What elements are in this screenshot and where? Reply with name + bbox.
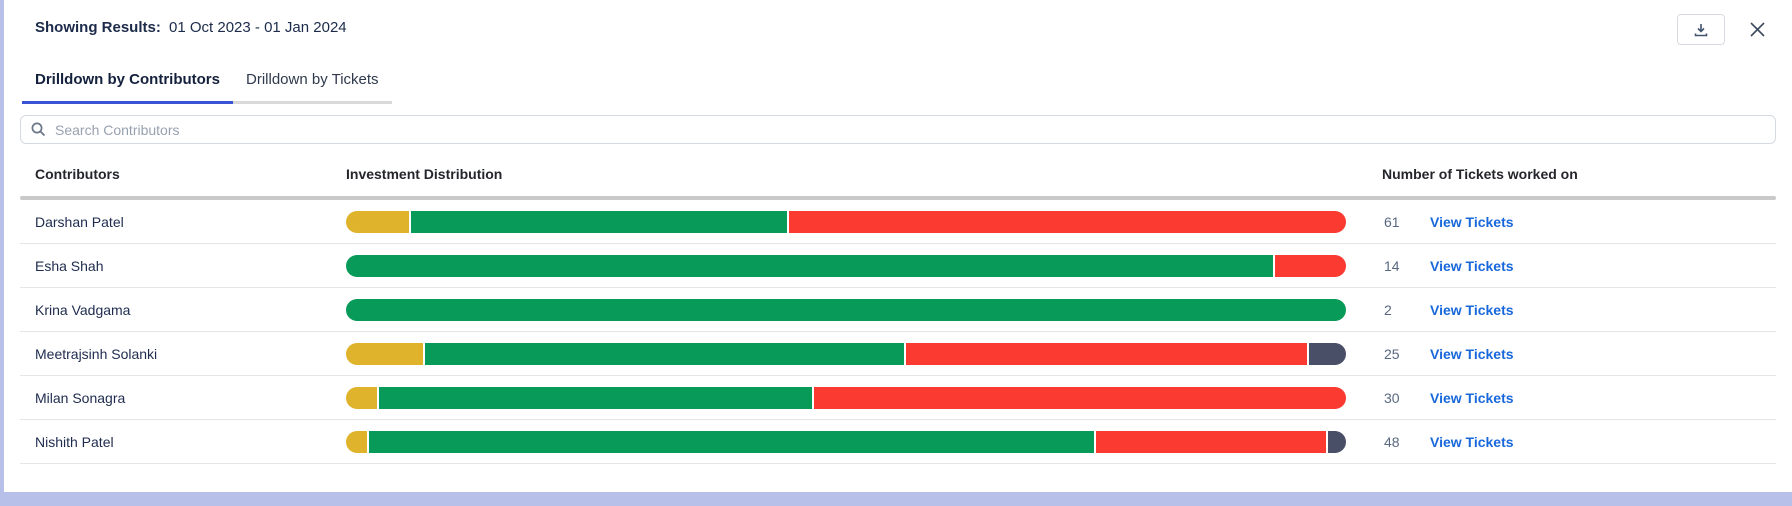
drilldown-tabs: Drilldown by Contributors Drilldown by T… [22,71,1792,104]
tickets-count: 61 [1384,213,1400,230]
tickets-count: 14 [1384,257,1400,274]
table-rows: Darshan Patel 61 View Tickets Esha Shah … [20,200,1776,464]
tab-drilldown-by-contributors[interactable]: Drilldown by Contributors [22,71,233,104]
contributor-name: Darshan Patel [35,213,124,230]
download-icon [1693,22,1709,38]
bar-segment-yellow [346,430,367,453]
bar-segment-slate [1328,430,1346,453]
bar-segment-green [346,298,1346,321]
tickets-count: 25 [1384,345,1400,362]
bar-segment-red [1095,430,1327,453]
showing-results-label: Showing Results: [35,19,161,36]
investment-distribution-bar [346,342,1346,365]
tickets-count: 48 [1384,433,1400,450]
table-row: Meetrajsinh Solanki 25 View Tickets [20,332,1776,376]
modal-header: Showing Results: 01 Oct 2023 - 01 Jan 20… [4,0,1792,45]
contributor-name: Esha Shah [35,257,104,274]
column-header-tickets-worked-on: Number of Tickets worked on [1382,166,1578,182]
tickets-count: 2 [1384,301,1392,318]
bar-segment-green [346,254,1274,277]
bar-segment-slate [1309,342,1346,365]
contributor-name: Meetrajsinh Solanki [35,345,158,362]
investment-distribution-bar [346,386,1346,409]
tab-drilldown-by-tickets[interactable]: Drilldown by Tickets [233,71,392,104]
search-icon [30,121,47,138]
view-tickets-link[interactable]: View Tickets [1430,301,1514,318]
bar-segment-red [1275,254,1346,277]
contributor-name: Krina Vadgama [35,301,131,318]
column-header-investment-distribution: Investment Distribution [346,166,503,182]
search-bar [20,115,1776,144]
bar-segment-green [410,210,788,233]
investment-distribution-bar [346,254,1346,277]
bar-segment-red [905,342,1308,365]
search-input[interactable] [20,115,1776,144]
bar-segment-green [424,342,904,365]
column-header-contributors: Contributors [35,166,120,182]
investment-distribution-bar [346,298,1346,321]
table-header: Contributors Investment Distribution Num… [20,144,1776,196]
table-header-divider [20,196,1776,200]
bar-segment-green [368,430,1094,453]
table-row: Milan Sonagra 30 View Tickets [20,376,1776,420]
table-row: Nishith Patel 48 View Tickets [20,420,1776,464]
view-tickets-link[interactable]: View Tickets [1430,389,1514,406]
download-button[interactable] [1677,14,1725,45]
bar-segment-red [814,386,1346,409]
view-tickets-link[interactable]: View Tickets [1430,257,1514,274]
showing-results-text: Showing Results: 01 Oct 2023 - 01 Jan 20… [35,14,347,36]
view-tickets-link[interactable]: View Tickets [1430,345,1514,362]
contributor-name: Nishith Patel [35,433,114,450]
close-button[interactable] [1747,19,1768,40]
drilldown-modal: Showing Results: 01 Oct 2023 - 01 Jan 20… [4,0,1792,492]
investment-distribution-bar [346,430,1346,453]
bar-segment-yellow [346,342,423,365]
table-row: Darshan Patel 61 View Tickets [20,200,1776,244]
table-row: Esha Shah 14 View Tickets [20,244,1776,288]
investment-distribution-bar [346,210,1346,233]
bar-segment-yellow [346,386,377,409]
bar-segment-yellow [346,210,409,233]
header-actions [1677,14,1768,45]
bar-segment-green [378,386,813,409]
showing-results-value: 01 Oct 2023 - 01 Jan 2024 [169,19,347,36]
bar-segment-red [789,210,1346,233]
table-row: Krina Vadgama 2 View Tickets [20,288,1776,332]
close-icon [1747,19,1768,40]
tickets-count: 30 [1384,389,1400,406]
contributors-table: Contributors Investment Distribution Num… [20,144,1776,464]
contributor-name: Milan Sonagra [35,389,126,406]
view-tickets-link[interactable]: View Tickets [1430,433,1514,450]
view-tickets-link[interactable]: View Tickets [1430,213,1514,230]
